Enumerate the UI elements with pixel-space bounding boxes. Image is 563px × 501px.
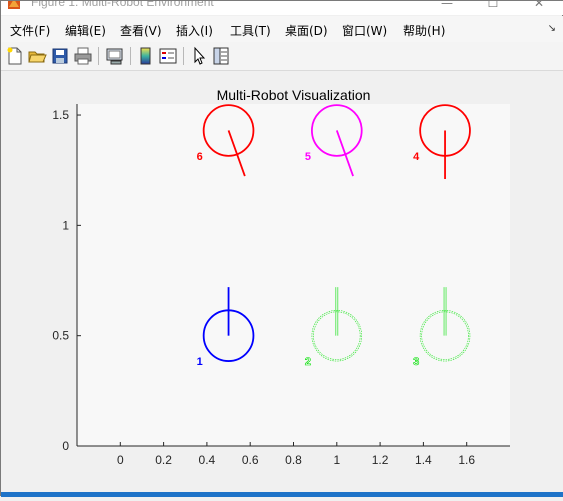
legend-icon[interactable] — [158, 46, 178, 66]
robot-id-label: 2 — [305, 356, 311, 368]
robot-heading — [227, 130, 246, 177]
menu-window[interactable]: 窗口(W) — [342, 24, 388, 38]
x-tick-label: 0.2 — [155, 453, 172, 467]
y-tick-label: 1.5 — [52, 108, 69, 122]
x-tick-label: 1.6 — [458, 453, 475, 467]
x-tick-label: 0.6 — [242, 453, 259, 467]
robot-body-inner — [421, 311, 469, 360]
robot-heading — [335, 130, 354, 177]
robot-id-label: 5 — [305, 151, 311, 163]
toolbar-separator — [183, 47, 184, 65]
robot-id-label: 4 — [413, 151, 420, 163]
robot-body — [311, 309, 363, 362]
link-plot-icon[interactable] — [105, 46, 125, 66]
menu-edit[interactable]: 编辑(E) — [65, 24, 106, 38]
x-tick-label: 0 — [117, 453, 124, 467]
open-file-icon[interactable] — [27, 46, 47, 66]
menu-tools[interactable]: 工具(T) — [230, 24, 271, 38]
pointer-icon[interactable] — [189, 46, 209, 66]
axes-background — [77, 104, 510, 446]
taskbar-edge — [1, 492, 563, 497]
property-inspector-icon[interactable] — [211, 46, 231, 66]
menu-view[interactable]: 查看(V) — [120, 24, 162, 38]
menu-bar: 文件(F) 编辑(E) 查看(V) 插入(I) 工具(T) 桌面(D) 窗口(W… — [1, 16, 563, 42]
new-figure-icon[interactable] — [5, 46, 25, 66]
colorbar-icon[interactable] — [136, 46, 156, 66]
robot-markers: 1 2 3 4 5 6 — [197, 104, 471, 368]
title-bar[interactable]: Figure 1: Multi-Robot Environment — ☐ ✕ — [1, 1, 563, 15]
robot-id-label: 3 — [413, 356, 419, 368]
plot-title: Multi-Robot Visualization — [217, 87, 371, 103]
menu-desktop[interactable]: 桌面(D) — [285, 24, 328, 38]
x-tick-label: 1.2 — [372, 453, 389, 467]
window-title: Figure 1: Multi-Robot Environment — [31, 1, 214, 9]
figure-canvas[interactable]: 1 2 3 4 5 6 0 0.2 0.4 0.6 0.8 1 1.2 1.4 1.6 0 0.5 1 1.5 M… — [1, 71, 563, 497]
close-button[interactable]: ✕ — [533, 1, 545, 10]
print-icon[interactable] — [73, 46, 93, 66]
dock-arrow-icon[interactable]: ↘ — [547, 23, 556, 34]
x-tick-label: 0.8 — [285, 453, 302, 467]
figure-toolbar — [1, 42, 563, 71]
y-tick-label: 0.5 — [52, 329, 69, 343]
menu-help[interactable]: 帮助(H) — [403, 24, 446, 38]
minimize-button[interactable]: — — [441, 1, 453, 10]
y-tick-label: 1 — [62, 218, 69, 232]
maximize-button[interactable]: ☐ — [487, 1, 499, 10]
robot-body — [311, 104, 363, 157]
robot-body-inner — [313, 311, 361, 360]
x-tick-label: 0.4 — [199, 453, 216, 467]
x-tick-label: 1.4 — [415, 453, 432, 467]
axes-plot[interactable]: 1 2 3 4 5 6 0 0.2 0.4 0.6 0.8 1 1.2 1.4 1.6 0 0.5 1 1.5 M… — [1, 71, 563, 497]
y-tick-label: 0 — [62, 439, 69, 453]
axis-ticks: 0 0.2 0.4 0.6 0.8 1 1.2 1.4 1.6 0 0.5 1 1.5 — [52, 108, 475, 467]
robot-body — [419, 309, 471, 362]
robot-id-label: 1 — [197, 356, 203, 368]
robot-body — [202, 104, 255, 157]
menu-file[interactable]: 文件(F) — [10, 24, 51, 38]
menu-insert[interactable]: 插入(I) — [176, 24, 213, 38]
toolbar-separator — [130, 47, 131, 65]
x-tick-label: 1 — [333, 453, 340, 467]
matlab-logo-icon — [8, 1, 20, 9]
robot-id-label: 6 — [197, 151, 203, 163]
save-icon[interactable] — [50, 46, 70, 66]
toolbar-separator — [98, 47, 99, 65]
